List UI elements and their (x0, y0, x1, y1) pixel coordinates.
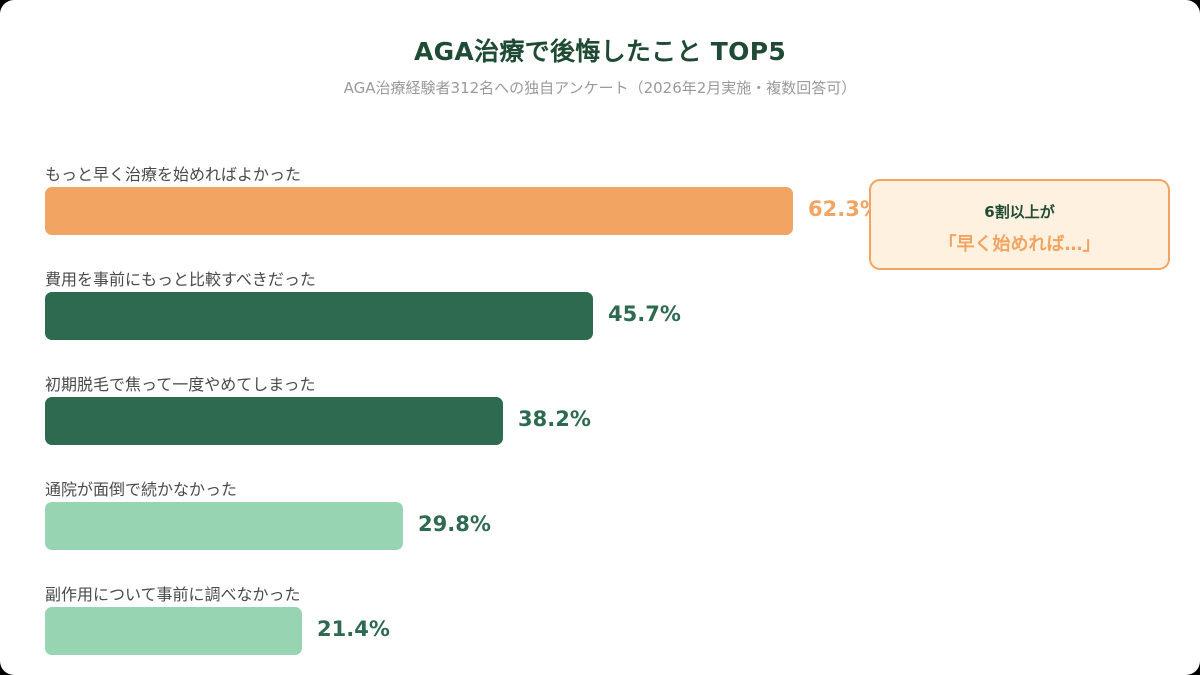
bar-row: もっと早く治療を始めればよかった 62.3% (45, 161, 1165, 266)
bar (45, 397, 503, 445)
bar-row: 初期脱毛で焦って一度やめてしまった 38.2% (45, 371, 1165, 476)
callout-heading: 6割以上が (984, 203, 1055, 221)
chart-title: AGA治療で後悔したこと TOP5 (413, 37, 787, 66)
bar-value: 45.7% (608, 302, 681, 326)
bar-value: 62.3% (808, 197, 881, 221)
bar-value: 38.2% (518, 407, 591, 431)
callout-quote: 「早く始めれば…」 (938, 234, 1101, 255)
bar-row: 副作用について事前に調べなかった 21.4% (45, 581, 1165, 675)
bar-label: 費用を事前にもっと比較すべきだった (45, 270, 316, 289)
chart-subtitle: AGA治療経験者312名への独自アンケート（2026年2月実施・複数回答可） (343, 79, 857, 97)
bar-label: もっと早く治療を始めればよかった (45, 165, 302, 184)
bar-row: 通院が面倒で続かなかった 29.8% (45, 476, 1165, 581)
bar (45, 502, 403, 550)
bar-label: 初期脱毛で焦って一度やめてしまった (45, 375, 316, 394)
bar (45, 292, 593, 340)
bar (45, 607, 302, 655)
bar-row: 費用を事前にもっと比較すべきだった 45.7% (45, 266, 1165, 371)
highlight-callout: 6割以上が 「早く始めれば…」 (869, 179, 1170, 270)
bar (45, 187, 793, 235)
bar-value: 21.4% (317, 617, 390, 641)
bar-label: 副作用について事前に調べなかった (45, 585, 301, 604)
bar-value: 29.8% (418, 512, 491, 536)
bar-label: 通院が面倒で続かなかった (45, 480, 238, 499)
